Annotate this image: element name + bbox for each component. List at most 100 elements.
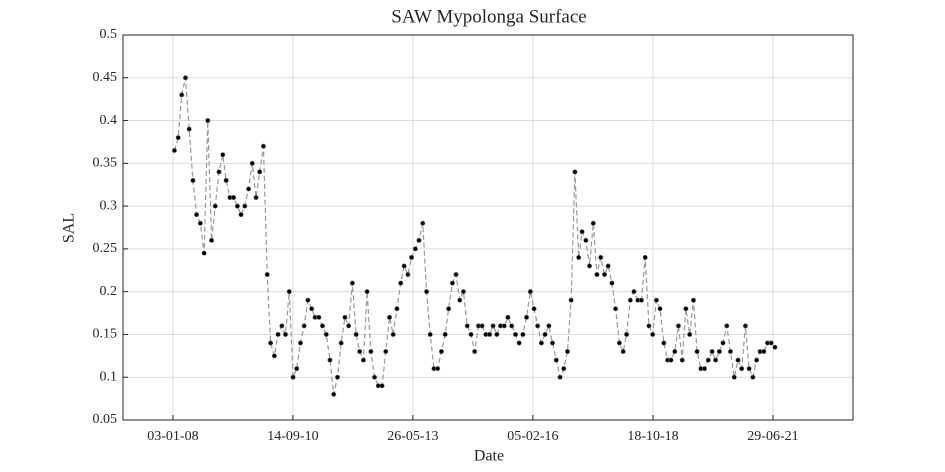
data-point: [490, 323, 496, 329]
data-point: [657, 306, 663, 312]
data-point: [542, 331, 548, 337]
data-point: [234, 203, 240, 209]
x-tick-label: 03-01-08: [147, 429, 198, 444]
data-point: [716, 349, 722, 355]
y-tick-label: 0.3: [100, 198, 118, 213]
data-point: [583, 237, 589, 243]
data-point: [209, 237, 215, 243]
data-point: [509, 323, 515, 329]
data-point: [390, 331, 396, 337]
data-point: [360, 357, 366, 363]
data-point: [368, 349, 374, 355]
data-point: [494, 331, 500, 337]
data-point: [182, 75, 188, 81]
data-point: [661, 340, 667, 346]
data-point: [286, 289, 292, 295]
data-point: [750, 374, 756, 380]
data-point: [383, 349, 389, 355]
data-point: [435, 366, 441, 372]
data-point: [642, 254, 648, 260]
data-point: [572, 169, 578, 175]
data-point: [349, 280, 355, 286]
data-point: [598, 254, 604, 260]
x-tick-label: 14-09-10: [267, 429, 318, 444]
data-point: [379, 383, 385, 389]
data-point: [668, 357, 674, 363]
chart-title: SAW Mypolonga Surface: [391, 6, 586, 27]
data-point: [316, 314, 322, 320]
data-point: [186, 126, 192, 132]
data-point: [301, 323, 307, 329]
data-point: [720, 340, 726, 346]
data-point: [557, 374, 563, 380]
x-tick-label: 05-02-16: [507, 429, 558, 444]
x-tick-label: 26-05-13: [387, 429, 438, 444]
data-point: [679, 357, 685, 363]
data-point: [179, 92, 185, 98]
y-axis-label: SAL: [61, 213, 78, 243]
data-point: [768, 340, 774, 346]
data-point: [520, 331, 526, 337]
data-point: [290, 374, 296, 380]
data-point: [742, 323, 748, 329]
data-point: [631, 289, 637, 295]
data-point: [672, 349, 678, 355]
data-point: [653, 297, 659, 303]
data-point: [587, 263, 593, 269]
data-point: [468, 331, 474, 337]
data-point: [194, 212, 200, 218]
data-point: [616, 340, 622, 346]
data-point: [268, 340, 274, 346]
data-point: [275, 331, 281, 337]
data-point: [260, 143, 266, 149]
data-point: [605, 263, 611, 269]
x-tick-label: 29-06-21: [747, 429, 798, 444]
data-point: [412, 246, 418, 252]
data-point: [372, 374, 378, 380]
data-point: [190, 177, 196, 183]
data-point: [650, 331, 656, 337]
data-point: [694, 349, 700, 355]
data-point: [309, 306, 315, 312]
data-point: [731, 374, 737, 380]
data-point: [594, 272, 600, 278]
data-point: [253, 195, 259, 201]
data-point: [772, 344, 778, 350]
data-point: [602, 272, 608, 278]
data-point: [357, 349, 363, 355]
data-point: [505, 314, 511, 320]
data-point: [246, 186, 252, 192]
data-point: [271, 353, 277, 359]
data-point: [335, 374, 341, 380]
y-tick-label: 0.45: [93, 70, 118, 85]
data-point: [401, 263, 407, 269]
data-point: [249, 160, 255, 166]
data-point: [394, 306, 400, 312]
data-point: [713, 357, 719, 363]
data-point: [754, 357, 760, 363]
data-point: [420, 220, 426, 226]
data-point: [761, 349, 767, 355]
data-point: [590, 220, 596, 226]
data-point: [405, 272, 411, 278]
data-point: [479, 323, 485, 329]
y-tick-label: 0.05: [93, 412, 118, 427]
data-point: [472, 349, 478, 355]
data-point: [231, 195, 237, 201]
data-point: [457, 297, 463, 303]
data-point: [449, 280, 455, 286]
data-point: [264, 272, 270, 278]
y-tick-label: 0.35: [93, 156, 118, 171]
data-point: [297, 340, 303, 346]
data-point: [205, 118, 211, 124]
data-point: [735, 357, 741, 363]
data-point: [338, 340, 344, 346]
data-point: [724, 323, 730, 329]
data-point: [331, 391, 337, 397]
data-point: [568, 297, 574, 303]
data-point: [709, 349, 715, 355]
data-point: [464, 323, 470, 329]
y-tick-label: 0.5: [100, 27, 118, 42]
